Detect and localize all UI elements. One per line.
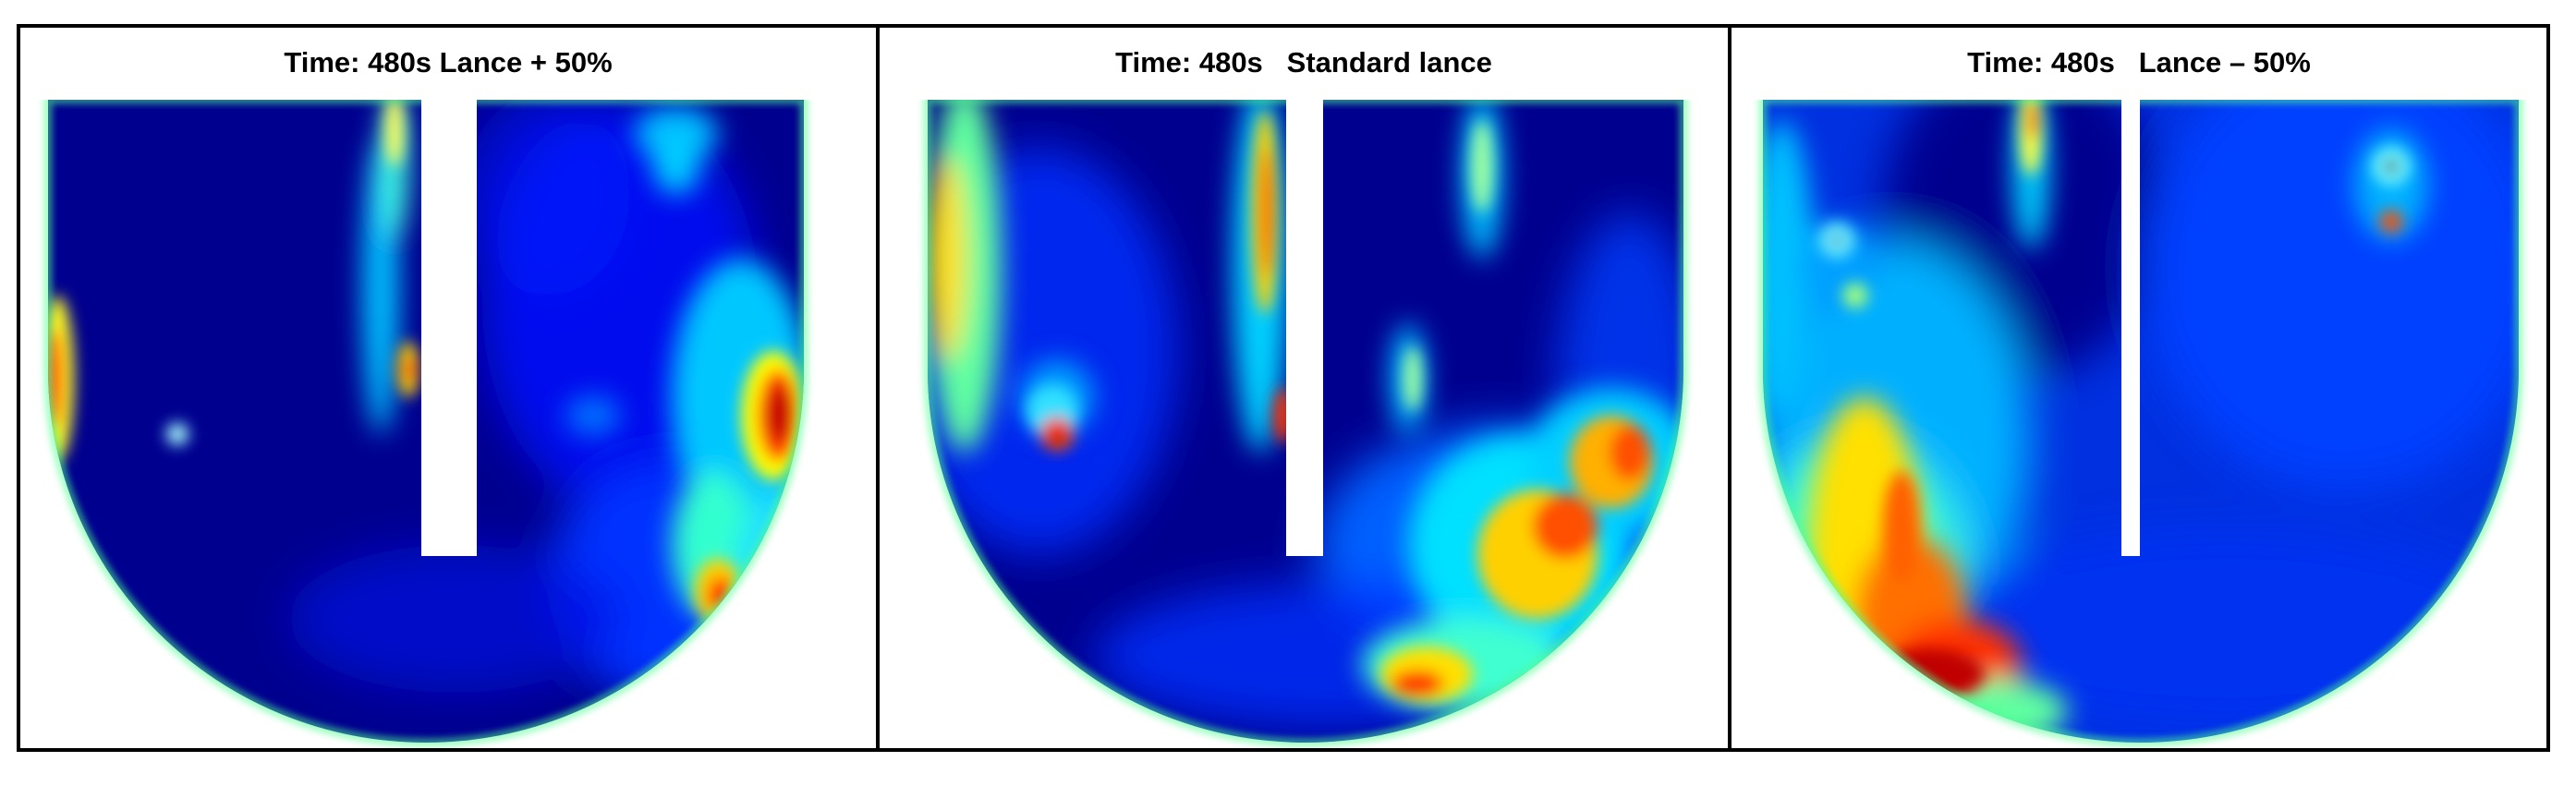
panel-title: Time: 480s Standard lance	[1115, 46, 1492, 79]
lance	[421, 92, 477, 556]
panel-lance-plus-50: Time: 480s Lance + 50%	[20, 28, 876, 748]
contour-plot	[30, 83, 824, 746]
panel-title: Time: 480s Lance + 50%	[284, 46, 613, 79]
panel-lance-minus-50: Time: 480s Lance – 50%	[1728, 28, 2546, 748]
lance	[1286, 92, 1323, 556]
contour-plot	[1744, 83, 2539, 746]
contour-plot	[909, 83, 1704, 746]
panel-title: Time: 480s Lance – 50%	[1967, 46, 2311, 79]
figure-frame: Time: 480s Lance + 50%	[17, 24, 2550, 752]
panel-standard-lance: Time: 480s Standard lance	[876, 28, 1728, 748]
lance	[2121, 92, 2140, 556]
